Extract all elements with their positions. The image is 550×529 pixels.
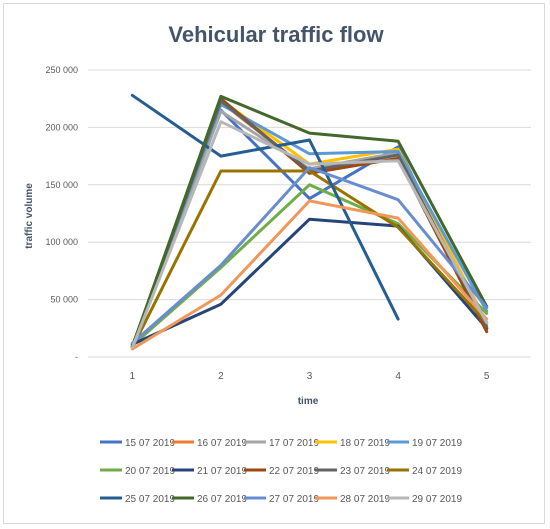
legend-label: 23 07 2019 <box>340 466 390 477</box>
chart-title: Vehicular traffic flow <box>168 22 384 47</box>
y-tick-label: 150 000 <box>45 180 78 190</box>
x-axis-tick-labels: 1 2 3 4 5 <box>130 371 490 382</box>
legend-label: 16 07 2019 <box>197 438 247 449</box>
legend-label: 20 07 2019 <box>125 466 175 477</box>
legend-label: 22 07 2019 <box>269 466 319 477</box>
legend-label: 17 07 2019 <box>269 438 319 449</box>
y-tick-label: 250 000 <box>45 65 78 75</box>
x-tick-label: 1 <box>130 371 136 382</box>
chart-frame: Vehicular traffic flow - 50 000 100 000 150… <box>3 3 545 524</box>
x-tick-label: 4 <box>395 371 401 382</box>
series-line <box>130 199 489 351</box>
x-axis-label: time <box>298 396 319 407</box>
legend-label: 24 07 2019 <box>412 466 462 477</box>
y-tick-label: - <box>75 352 78 362</box>
y-tick-label: 100 000 <box>45 237 78 247</box>
legend-label: 29 07 2019 <box>412 494 462 505</box>
legend-label: 26 07 2019 <box>197 494 247 505</box>
series-line <box>130 120 489 350</box>
legend: 15 07 2019 16 07 2019 17 07 2019 18 07 2019… <box>100 438 462 505</box>
series-line <box>130 217 489 346</box>
series-line <box>130 169 489 350</box>
legend-label: 19 07 2019 <box>412 438 462 449</box>
y-tick-label: 200 000 <box>45 122 78 132</box>
y-tick-label: 50 000 <box>50 295 78 305</box>
legend-label: 28 07 2019 <box>340 494 390 505</box>
line-chart: Vehicular traffic flow - 50 000 100 000 150… <box>24 22 531 505</box>
legend-label: 18 07 2019 <box>340 438 390 449</box>
gridlines <box>88 69 531 358</box>
y-axis-label: traffic volume <box>24 183 35 249</box>
series-line <box>130 94 489 349</box>
series-line <box>130 93 400 321</box>
legend-label: 15 07 2019 <box>125 438 175 449</box>
y-axis-tick-labels: - 50 000 100 000 150 000 200 000 250 000 <box>45 65 78 362</box>
x-tick-label: 3 <box>307 371 313 382</box>
series-lines <box>130 93 489 351</box>
x-tick-label: 5 <box>484 371 490 382</box>
series-line <box>130 166 489 345</box>
legend-label: 25 07 2019 <box>125 494 175 505</box>
legend-label: 27 07 2019 <box>269 494 319 505</box>
legend-label: 21 07 2019 <box>197 466 247 477</box>
x-tick-label: 2 <box>218 371 224 382</box>
